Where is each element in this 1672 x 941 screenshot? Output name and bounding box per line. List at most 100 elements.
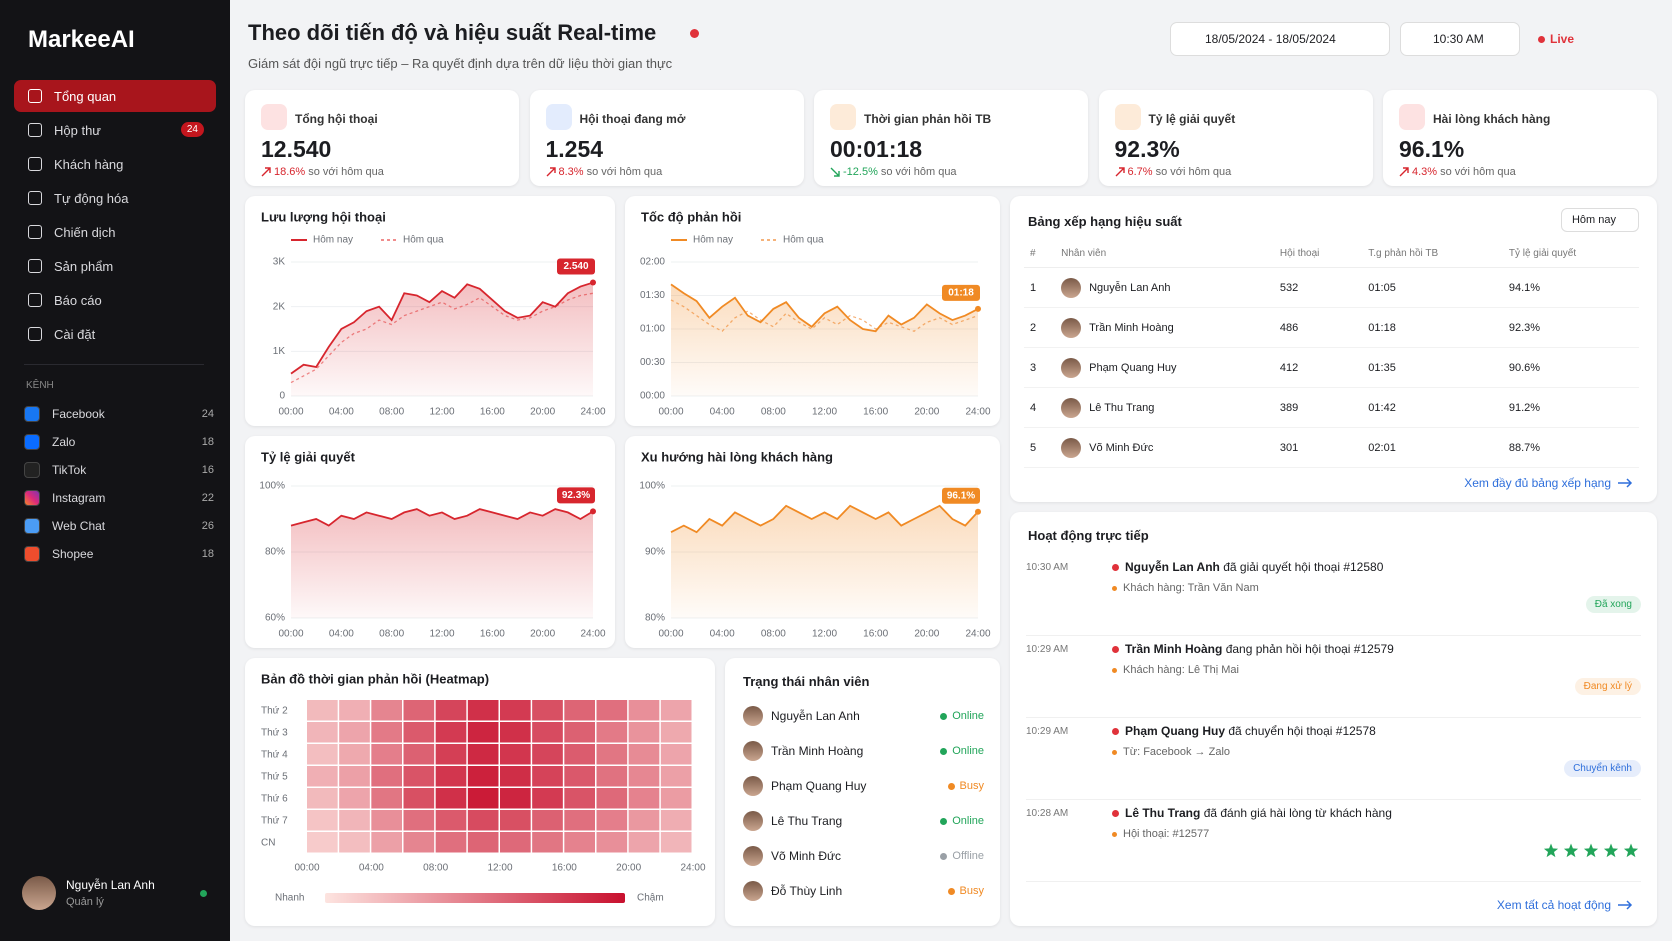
nav-item[interactable]: Cài đặt	[14, 318, 216, 350]
nav-icon	[28, 327, 42, 341]
channel-item[interactable]: Shopee 18	[24, 542, 214, 566]
channel-name: Web Chat	[52, 519, 106, 533]
activity-time: 10:29 AM	[1026, 644, 1069, 655]
channel-item[interactable]: Web Chat 26	[24, 514, 214, 538]
channel-icon	[24, 546, 40, 562]
link-text: Xem tất cả hoạt động	[1496, 898, 1611, 912]
leaderboard-filter[interactable]: Hôm nay	[1560, 208, 1639, 232]
heat-cell	[628, 810, 660, 831]
y-tick-label: 100%	[639, 481, 665, 492]
channel-icon	[24, 462, 40, 478]
sub-text: Khách hàng: Lê Thị Mai	[1123, 664, 1239, 676]
end-point	[590, 279, 596, 286]
heatmap-title: Bản đồ thời gian phản hồi (Heatmap)	[261, 671, 489, 686]
thead: # Nhân viên Hội thoại T.g phản hồi TB Tỷ lệ …	[1024, 240, 1639, 268]
nav-item[interactable]: Chiến dịch	[14, 216, 216, 248]
activity-link[interactable]: Xem tất cả hoạt động	[1497, 898, 1633, 912]
heat-cell	[596, 744, 628, 765]
channel-icon	[24, 434, 40, 450]
trend-arrow	[1399, 167, 1409, 177]
x-tick-label: 08:00	[379, 407, 404, 418]
rating-star	[1543, 843, 1559, 858]
heat-cell	[435, 832, 467, 853]
row-label: Thứ 5	[261, 772, 288, 783]
column-header: Hội thoại	[1273, 240, 1363, 268]
x-tick-label: 00:00	[658, 629, 683, 640]
heat-cell	[660, 766, 692, 787]
table-cell: 88.7%	[1502, 427, 1639, 468]
row-label: Thứ 7	[261, 816, 288, 827]
kpi-card: Hội thoại đang mở 1.254 8.3% so với hôm qua	[529, 90, 804, 186]
channel-icon	[24, 518, 40, 534]
channel-item[interactable]: Zalo 18	[24, 430, 214, 454]
table-row: 1 Nguyễn Lan Anh 532 01:05 94.1%	[1024, 267, 1639, 308]
cell-text: 02:01	[1368, 441, 1396, 454]
activity-action: đã đánh giá hài lòng từ khách hàng	[1203, 806, 1392, 820]
nav-item[interactable]: Tổng quan	[14, 80, 216, 112]
nav-label: Tự động hóa	[54, 190, 129, 206]
leaderboard-link[interactable]: Xem đầy đủ bảng xếp hạng	[1464, 476, 1633, 490]
kpi-icon	[545, 104, 572, 130]
channel-icon	[24, 490, 40, 506]
heat-cell	[307, 700, 338, 721]
value-badge	[557, 258, 595, 275]
chart-card: Tốc độ phản hồi 00:00 00:30 01:00 01:30 02:00…	[625, 196, 1000, 426]
table-row: 3 Phạm Quang Huy 412 01:35 90.6%	[1024, 347, 1639, 388]
x-tick-label: 04:00	[710, 407, 735, 418]
date-range[interactable]: 18/05/2024 - 18/05/2024	[1170, 22, 1390, 56]
staff-row: Lê Thu Trang Online	[743, 809, 984, 833]
table-row: 2 Trần Minh Hoàng 486 01:18 92.3%	[1024, 307, 1639, 348]
table-cell: Võ Minh Đức	[1055, 427, 1274, 468]
activity-item: 10:30 AM Nguyễn Lan Anh đã giải quyết hội…	[1026, 552, 1641, 636]
table-cell: 02:01	[1362, 427, 1503, 468]
x-tick-label: 12:00	[429, 629, 454, 640]
nav-item[interactable]: Tự động hóa	[14, 182, 216, 214]
value-badge-label: 96.1%	[947, 490, 975, 501]
heat-cell	[564, 766, 595, 787]
legend-high: Chậm	[637, 893, 664, 904]
activity-title: Hoạt động trực tiếp	[1028, 528, 1149, 543]
nav-item[interactable]: Khách hàng	[14, 148, 216, 180]
cell-text: Nguyễn Lan Anh	[1089, 281, 1171, 294]
heat-cell	[596, 700, 628, 721]
y-tick-label: 00:00	[640, 391, 665, 402]
channel-count: 22	[201, 492, 214, 504]
heat-cell	[532, 744, 563, 765]
channel-item[interactable]: Facebook 24	[24, 402, 214, 426]
activity-action: đã giải quyết hội thoại #12580	[1223, 560, 1384, 574]
staff-status: Online	[940, 815, 984, 827]
x-tick-label: 16:00	[863, 629, 888, 640]
nav-item[interactable]: Sản phẩm	[14, 250, 216, 282]
heat-cell	[467, 788, 499, 809]
staff-name: Trần Minh Hoàng	[771, 744, 864, 758]
channel-item[interactable]: Instagram 22	[24, 486, 214, 510]
table-cell: 3	[1024, 347, 1056, 388]
channel-item[interactable]: TikTok 16	[24, 458, 214, 482]
kpi-label: Tỷ lệ giải quyết	[1148, 112, 1236, 126]
heat-cell	[532, 810, 563, 831]
channel-count: 24	[201, 408, 214, 420]
kpi-delta: -12.5%	[843, 166, 878, 178]
heat-cell	[564, 810, 595, 831]
activity-dot	[1112, 564, 1119, 571]
heat-cell	[371, 700, 402, 721]
cell-text: 90.6%	[1508, 361, 1541, 374]
nav-item[interactable]: Hộp thư 24	[14, 114, 216, 146]
heat-cell	[500, 744, 531, 765]
activity-sub: Từ: Facebook → Zalo	[1112, 746, 1230, 758]
heat-cell	[467, 766, 499, 787]
heat-cell	[532, 832, 563, 853]
x-tick-label: 16:00	[863, 407, 888, 418]
staff-row: Phạm Quang Huy Busy	[743, 774, 984, 798]
nav-icon	[28, 225, 42, 239]
staff-row: Võ Minh Đức Offline	[743, 844, 984, 868]
nav-icon	[28, 89, 42, 103]
kpi-compare: so với hôm qua	[1440, 166, 1516, 178]
y-tick-label: 00:30	[640, 357, 665, 368]
staff-name: Phạm Quang Huy	[771, 779, 867, 793]
x-tick-label: 20:00	[616, 863, 641, 874]
nav-item[interactable]: Báo cáo	[14, 284, 216, 316]
activity-actor: Lê Thu Trang	[1125, 806, 1201, 820]
staff-status: Offline	[940, 850, 984, 862]
activity-tag: Đã xong	[1585, 596, 1641, 613]
